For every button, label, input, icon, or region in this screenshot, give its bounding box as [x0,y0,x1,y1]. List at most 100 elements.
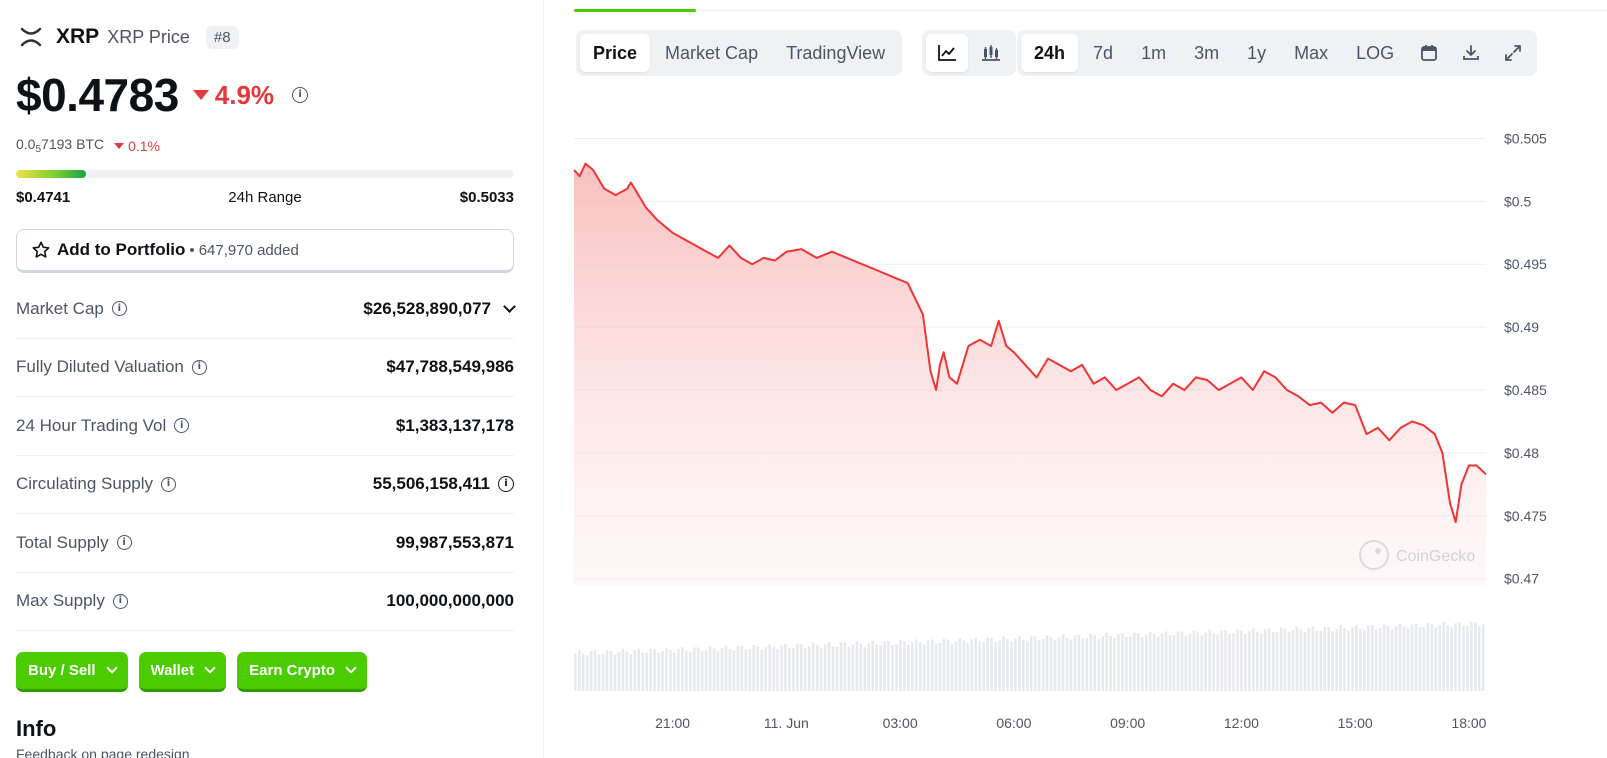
volume-bar [649,648,652,691]
range-labels: $0.4741 24h Range $0.5033 [16,189,514,206]
fullscreen-button[interactable] [1493,34,1533,72]
range-7d[interactable]: 7d [1093,42,1114,63]
volume-bar [1053,640,1057,691]
volume-bar [669,650,672,691]
volume-bar [855,641,859,691]
volume-bar [637,648,640,691]
volume-bar [1081,638,1085,691]
info-icon[interactable]: i [112,593,128,609]
volume-bar [1212,633,1215,691]
volume-bar [1244,633,1247,691]
volume-bar [589,651,593,691]
info-icon[interactable]: i [191,359,207,375]
volume-bar [871,640,874,691]
range-max[interactable]: Max [1294,42,1329,63]
volume-bar [958,637,962,691]
volume-bar [1220,630,1223,691]
volume-bar [883,641,886,691]
volume-bar [748,649,752,691]
volume-bar [1335,629,1338,691]
feedback-link[interactable]: Feedback on page redesign [16,746,190,758]
volume-bar [700,651,704,691]
xrp-logo-icon [18,24,44,50]
range-1m[interactable]: 1m [1141,42,1167,63]
add-to-portfolio-button[interactable]: Add to Portfolio • 647,970 added [16,229,514,273]
volume-bar [1303,632,1307,691]
coin-symbol: XRP [56,25,100,48]
fullscreen-icon [1505,45,1522,61]
volume-bar [1006,638,1009,691]
portfolio-label: Add to Portfolio [57,240,186,259]
volume-bar [1466,625,1469,691]
volume-bar [1394,626,1398,691]
volume-bar [1022,639,1025,691]
volume-bar [625,651,629,691]
x-tick-label: 11. Jun [764,715,809,731]
volume-bar [1152,634,1156,691]
star-icon [32,241,50,258]
calendar-button[interactable] [1409,34,1449,72]
range-3m[interactable]: 3m [1194,42,1220,63]
x-tick-label: 12:00 [1224,715,1259,731]
info-icon[interactable]: i [498,476,514,493]
volume-bar [819,647,823,691]
volume-bar [732,650,736,691]
volume-bar [645,652,648,691]
volume-bar [1311,626,1315,691]
info-icon[interactable]: i [116,535,132,551]
log-toggle[interactable]: LOG [1356,42,1395,63]
chevron-down-icon [345,662,357,674]
stat-row-fdv: Fully Diluted Valuation i $47,788,549,986 [16,339,514,397]
earn-crypto-button[interactable]: Earn Crypto [237,652,368,692]
volume-bar [1446,625,1449,691]
info-icon[interactable]: i [292,87,309,103]
volume-bar [1002,636,1005,691]
buy-sell-button[interactable]: Buy / Sell [16,652,128,692]
volume-bar [1109,636,1112,691]
volume-bar [760,649,763,691]
volume-bar [1462,625,1465,691]
volume-bar [915,639,918,691]
price-chart[interactable]: $0.505 $0.5 $0.495 $0.49 $0.485 $0.48 $0.475 $0… [544,85,1607,745]
candlestick-icon [982,45,1000,61]
market-cap-value[interactable]: $26,528,890,077 [363,299,516,319]
volume-bar [1398,623,1402,691]
volume-bar [990,638,993,691]
info-icon[interactable]: i [161,476,177,492]
volume-bar [1073,635,1077,691]
line-chart-button[interactable] [926,34,968,72]
download-button[interactable] [1451,34,1491,72]
range-1y[interactable]: 1y [1247,42,1267,63]
volume-bar [1450,627,1453,691]
volume-bar [1026,640,1029,691]
volume-bar [1236,629,1239,691]
stats-table: Market Cap i $26,528,890,077 Fully Dilute… [16,280,516,631]
volume-bar [823,644,827,691]
volume-bar [768,644,771,691]
volume-bar [807,646,811,691]
range-24h[interactable]: 24h [1021,34,1079,72]
info-icon[interactable]: i [174,418,190,434]
tab-market-cap[interactable]: Market Cap [665,42,759,63]
x-tick-label: 03:00 [883,715,918,731]
volume-bar [1331,630,1334,691]
volume-bar [1160,633,1164,691]
tab-tradingview[interactable]: TradingView [786,42,886,63]
volume-bar [1121,633,1124,691]
volume-bar [1077,634,1081,691]
tab-price[interactable]: Price [580,34,651,72]
info-icon[interactable]: i [111,301,127,317]
volume-bar [613,654,617,691]
chevron-down-icon[interactable] [503,299,516,313]
volume-bar [1482,624,1485,691]
volume-bar [677,649,680,691]
volume-bar [574,653,577,691]
info-heading: Info [16,716,57,741]
download-icon [1463,45,1480,60]
candlestick-button[interactable] [970,34,1012,72]
stat-row-circulating-supply: Circulating Supply i 55,506,158,411 i [16,456,514,514]
volume-bar [720,648,724,691]
wallet-button[interactable]: Wallet [138,652,227,692]
chevron-down-icon [105,662,118,674]
y-tick-label: $0.505 [1504,130,1547,146]
